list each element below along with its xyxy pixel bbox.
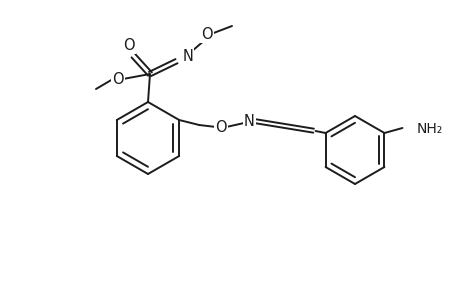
Text: O: O (201, 26, 213, 41)
Text: O: O (215, 119, 226, 134)
Text: N: N (182, 49, 193, 64)
Text: O: O (123, 38, 134, 52)
Text: N: N (243, 113, 254, 128)
Text: NH₂: NH₂ (415, 122, 442, 136)
Text: O: O (112, 71, 123, 86)
